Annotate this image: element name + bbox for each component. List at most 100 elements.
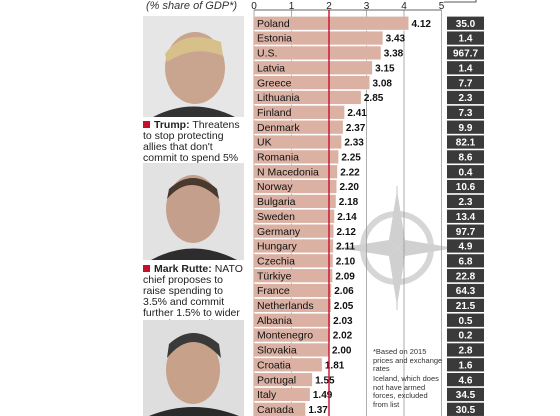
value-label: 2.05 <box>334 301 354 312</box>
country-label: Romania <box>257 152 299 164</box>
right-column-value: 64.3 <box>456 286 476 297</box>
right-column-cell <box>447 105 484 119</box>
right-column-value: 0.4 <box>459 167 473 178</box>
right-column-cell <box>447 120 484 134</box>
value-label: 3.38 <box>384 49 404 60</box>
value-label: 2.11 <box>336 242 355 253</box>
country-label: Hungary <box>257 241 297 253</box>
value-label: 2.25 <box>341 153 361 164</box>
red-square-icon <box>143 121 150 128</box>
country-label: France <box>257 285 290 297</box>
right-column-cell <box>447 194 484 209</box>
value-label: 4.12 <box>412 19 432 30</box>
right-column-value: 2.8 <box>459 346 473 357</box>
right-column-cell <box>447 209 484 223</box>
bar <box>254 224 334 238</box>
third-photo <box>143 320 244 416</box>
footnote-iceland: Iceland, which does not have armed force… <box>373 374 439 409</box>
right-column-value: 4.9 <box>459 242 473 253</box>
right-column-value: 0.2 <box>459 331 473 342</box>
bar <box>254 31 383 45</box>
bar <box>254 343 329 357</box>
bar <box>254 387 310 402</box>
right-column-value: 21.5 <box>456 301 476 312</box>
chart-subtitle: (% share of GDP*) <box>146 0 238 12</box>
country-label: Montenegro <box>257 330 313 342</box>
value-label: 2.03 <box>333 316 353 327</box>
bar <box>254 402 306 416</box>
nato-compass-icon <box>335 186 459 310</box>
right-column-value: 7.7 <box>459 78 473 89</box>
right-column-cell <box>447 402 484 416</box>
bar <box>254 194 336 209</box>
country-label: Germany <box>257 226 301 238</box>
country-label: Croatia <box>257 359 291 371</box>
value-label: 2.41 <box>347 108 367 119</box>
value-label: 2.20 <box>340 182 360 193</box>
country-label: Norway <box>257 181 293 193</box>
right-column-cell <box>447 283 484 298</box>
right-column-cell <box>447 254 484 268</box>
right-column-value: 35.0 <box>456 19 476 30</box>
right-column-cell <box>447 16 484 30</box>
value-label: 1.37 <box>308 405 328 416</box>
right-column-value: 0.5 <box>459 316 473 327</box>
x-tick-label: 3 <box>364 1 370 12</box>
value-label: 2.85 <box>364 93 384 104</box>
value-label: 3.43 <box>386 34 406 45</box>
bar <box>254 373 313 387</box>
x-tick-label: 2 <box>326 1 332 12</box>
bar <box>254 358 322 372</box>
right-column-cell <box>447 343 484 357</box>
bar <box>254 269 333 283</box>
bar <box>254 61 373 75</box>
portrait-silhouette-icon <box>143 163 244 260</box>
bar <box>254 179 337 194</box>
x-tick-label: 4 <box>401 1 407 12</box>
bar <box>254 254 333 268</box>
bar <box>254 283 332 298</box>
right-column-cell <box>447 239 484 253</box>
country-label: Lithuania <box>257 92 300 104</box>
portrait-silhouette-icon <box>143 320 244 416</box>
country-label: Italy <box>257 389 277 401</box>
bar <box>254 239 334 253</box>
country-label: Sweden <box>257 211 295 223</box>
trump-photo <box>143 16 244 117</box>
right-column-value: 1.4 <box>459 34 473 45</box>
right-column-value: 13.4 <box>456 212 476 223</box>
right-column-cell <box>447 31 484 45</box>
right-column-cell <box>447 358 484 372</box>
value-label: 2.22 <box>340 167 360 178</box>
right-column-cell <box>447 298 484 312</box>
portrait-silhouette-icon <box>143 16 244 117</box>
country-label: Slovakia <box>257 345 297 357</box>
value-label: 2.09 <box>335 271 355 282</box>
bar <box>254 298 331 312</box>
right-column-value: 34.5 <box>456 390 476 401</box>
value-label: 3.15 <box>375 63 395 74</box>
right-column-cell <box>447 76 484 90</box>
right-column-cell <box>447 179 484 194</box>
value-label: 1.55 <box>315 375 335 386</box>
country-label: Greece <box>257 77 292 89</box>
bar <box>254 328 330 342</box>
value-label: 2.00 <box>332 346 352 357</box>
country-label: UK <box>257 137 272 149</box>
country-label: Bulgaria <box>257 196 296 208</box>
value-label: 2.10 <box>336 256 356 267</box>
country-label: Canada <box>257 404 294 416</box>
right-column-value: 7.3 <box>459 108 473 119</box>
value-label: 2.02 <box>333 331 353 342</box>
right-column-cell <box>447 61 484 75</box>
right-column-value: 4.6 <box>459 375 473 386</box>
right-column-cell <box>447 373 484 387</box>
right-column-value: 97.7 <box>456 227 476 238</box>
value-label: 3.08 <box>373 78 393 89</box>
bar <box>254 90 361 105</box>
trump-text: Threatens to stop protecting allies that… <box>143 119 240 164</box>
country-label: Türkiye <box>257 270 292 282</box>
trump-name: Trump: <box>154 119 190 131</box>
value-label: 2.18 <box>339 197 359 208</box>
